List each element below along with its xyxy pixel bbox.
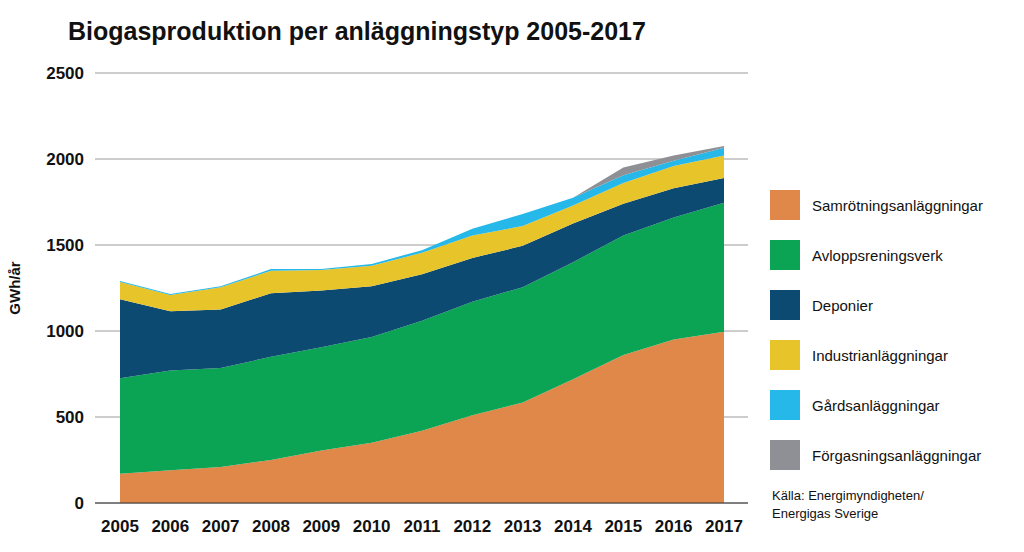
- legend-swatch: [770, 240, 800, 270]
- legend-label: Gårdsanläggningar: [812, 397, 940, 414]
- area: [120, 178, 724, 378]
- y-tick-label: 500: [56, 408, 84, 427]
- y-tick-label: 1000: [46, 322, 84, 341]
- legend-label: Industrianläggningar: [812, 347, 948, 364]
- legend-label: Förgasningsanläggningar: [812, 447, 981, 464]
- x-tick-label: 2010: [353, 517, 391, 536]
- y-tick-label: 2000: [46, 150, 84, 169]
- x-tick-label: 2013: [504, 517, 542, 536]
- grid-line: [95, 159, 748, 160]
- legend-swatch: [770, 290, 800, 320]
- x-tick-label: 2016: [655, 517, 693, 536]
- legend-label: Deponier: [812, 297, 873, 314]
- grid-line: [95, 73, 748, 74]
- grid-line: [95, 503, 748, 504]
- x-tick-label: 2009: [302, 517, 340, 536]
- legend-swatch: [770, 190, 800, 220]
- x-tick-label: 2008: [252, 517, 290, 536]
- x-tick-label: 2017: [705, 517, 743, 536]
- x-tick-label: 2005: [101, 517, 139, 536]
- x-tick-label: 2006: [151, 517, 189, 536]
- y-tick-label: 0: [75, 494, 84, 513]
- legend-swatch: [770, 390, 800, 420]
- source: Energigas Sverige: [772, 506, 878, 521]
- x-tick-label: 2011: [404, 517, 441, 536]
- source: Källa: Energimyndigheten/: [772, 488, 924, 503]
- area: [120, 146, 724, 294]
- legend-label: Samrötningsanläggningar: [812, 197, 983, 214]
- chart: Biogasproduktion per anläggningstyp 2005…: [0, 0, 1024, 552]
- y-tick-label: 2500: [46, 64, 84, 83]
- legend-swatch: [770, 440, 800, 470]
- x-tick-label: 2014: [554, 517, 592, 536]
- x-tick-label: 2012: [453, 517, 491, 536]
- areas: [120, 146, 724, 503]
- y-axis-label: GWh/år: [6, 261, 23, 314]
- x-axis-line: [95, 503, 748, 504]
- x-tick-label: 2015: [604, 517, 642, 536]
- legend-label: Avloppsreningsverk: [812, 247, 943, 264]
- title: Biogasproduktion per anläggningstyp 2005…: [68, 17, 646, 45]
- x-tick-label: 2007: [202, 517, 240, 536]
- legend-swatch: [770, 340, 800, 370]
- y-tick-label: 1500: [46, 236, 84, 255]
